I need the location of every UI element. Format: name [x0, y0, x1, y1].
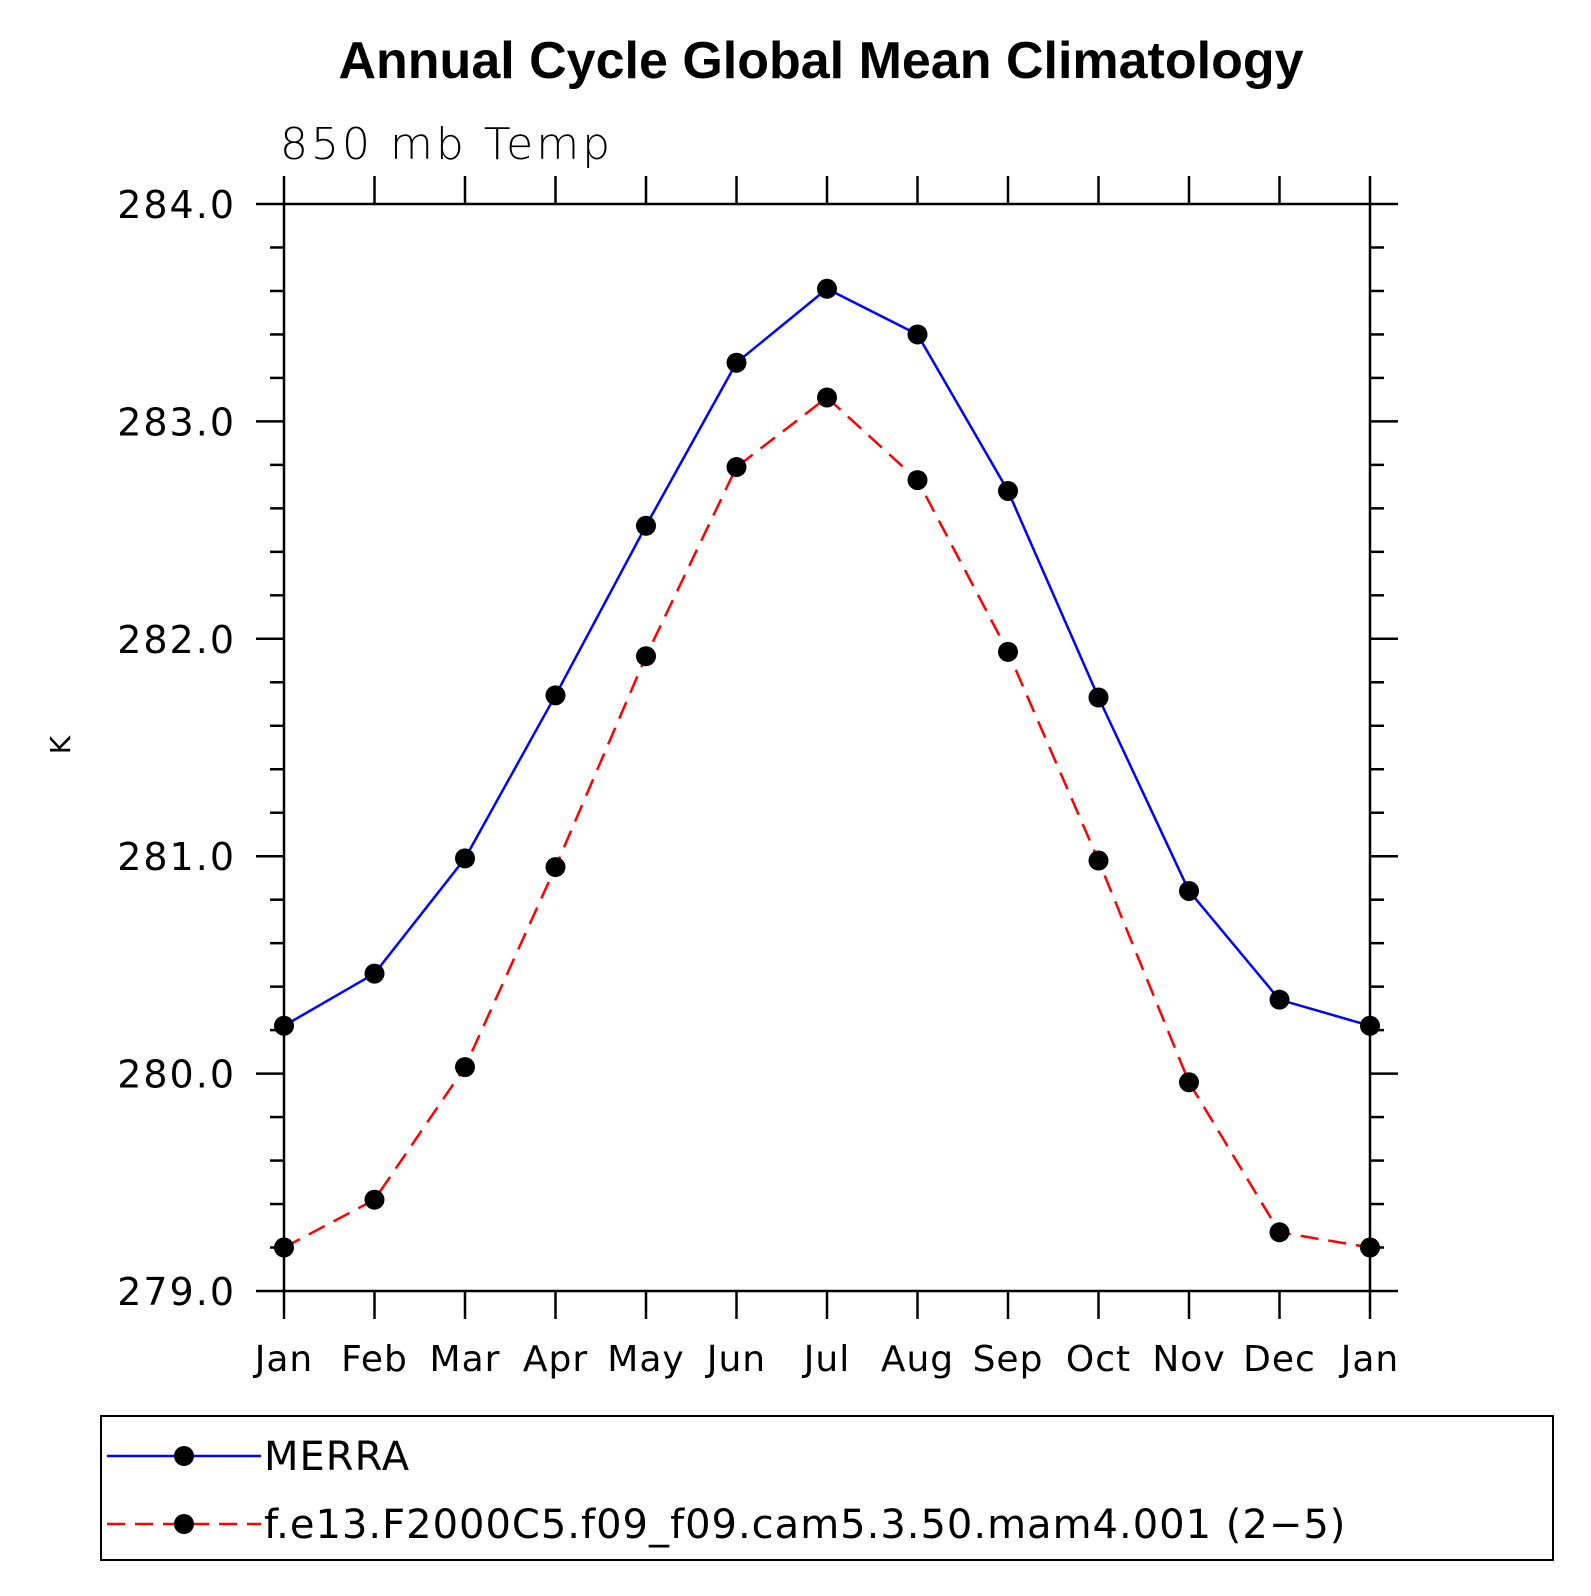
x-tick-label: Dec [1243, 1339, 1316, 1380]
x-tick-label: Feb [341, 1339, 408, 1380]
x-tick-label: Aug [881, 1339, 954, 1380]
x-tick-label: Jun [705, 1339, 766, 1380]
data-point-series-0 [364, 963, 385, 984]
x-tick-label: Oct [1066, 1339, 1131, 1380]
data-point-series-0 [1179, 880, 1199, 901]
legend-label-0: MERRA [264, 1434, 410, 1480]
data-point-series-1 [817, 387, 837, 408]
x-tick-label: Apr [523, 1339, 588, 1380]
data-point-series-1 [907, 470, 928, 491]
x-tick-label: Nov [1152, 1339, 1225, 1380]
data-point-series-1 [1179, 1072, 1199, 1093]
data-point-series-1 [274, 1237, 294, 1258]
x-tick-label: Jan [1339, 1339, 1400, 1380]
x-tick-label: Jan [253, 1339, 314, 1380]
x-tick-label: Sep [973, 1339, 1044, 1380]
series-line-1 [283, 395, 1371, 1249]
y-axis-label: K [44, 735, 77, 754]
data-point-series-0 [545, 685, 566, 706]
data-point-series-0 [726, 352, 747, 373]
data-point-series-1 [1088, 850, 1109, 871]
data-point-series-0 [274, 1015, 294, 1036]
y-tick-label: 283.0 [117, 400, 236, 444]
legend-box [100, 1415, 1554, 1561]
data-point-series-0 [907, 324, 928, 345]
x-tick-label: May [607, 1339, 684, 1380]
data-point-series-0 [1360, 1015, 1380, 1036]
y-tick-label: 284.0 [117, 183, 236, 227]
data-point-series-1 [636, 646, 656, 667]
data-point-series-1 [1269, 1222, 1290, 1243]
legend-marker-0 [174, 1446, 194, 1466]
legend-label-1: f.e13.F2000C5.f09_f09.cam5.3.50.mam4.001… [264, 1502, 1346, 1548]
y-tick-label: 280.0 [117, 1053, 236, 1097]
data-point-series-0 [636, 515, 656, 536]
plot-area: 279.0 280.0 281.0 282.0 283.0 284.0 Jan Feb Mar A… [117, 176, 1400, 1380]
data-point-series-0 [817, 278, 837, 299]
y-tick-label: 279.0 [117, 1270, 236, 1314]
data-point-series-0 [1269, 989, 1290, 1010]
data-point-series-1 [998, 641, 1018, 662]
data-point-series-1 [545, 857, 566, 878]
x-tick-label: Jul [802, 1339, 850, 1380]
x-tick-label: Mar [430, 1339, 501, 1380]
legend: MERRA f.e13.F2000C5.f09_f09.cam5.3.50.mam… [100, 1415, 1554, 1561]
data-point-series-1 [364, 1189, 385, 1210]
y-tick-label: 282.0 [117, 618, 236, 662]
data-point-series-1 [1360, 1237, 1380, 1258]
chart-title: Annual Cycle Global Mean Climatology [338, 32, 1303, 90]
data-point-series-1 [455, 1057, 475, 1078]
chart-subtitle: 850 mb Temp [280, 119, 613, 170]
data-point-series-0 [998, 480, 1018, 501]
legend-marker-1 [174, 1514, 194, 1534]
data-point-series-0 [455, 848, 475, 869]
plot-frame [282, 202, 1372, 1293]
data-point-series-1 [726, 457, 747, 478]
data-point-series-0 [1088, 687, 1109, 708]
y-tick-label: 281.0 [117, 835, 236, 879]
